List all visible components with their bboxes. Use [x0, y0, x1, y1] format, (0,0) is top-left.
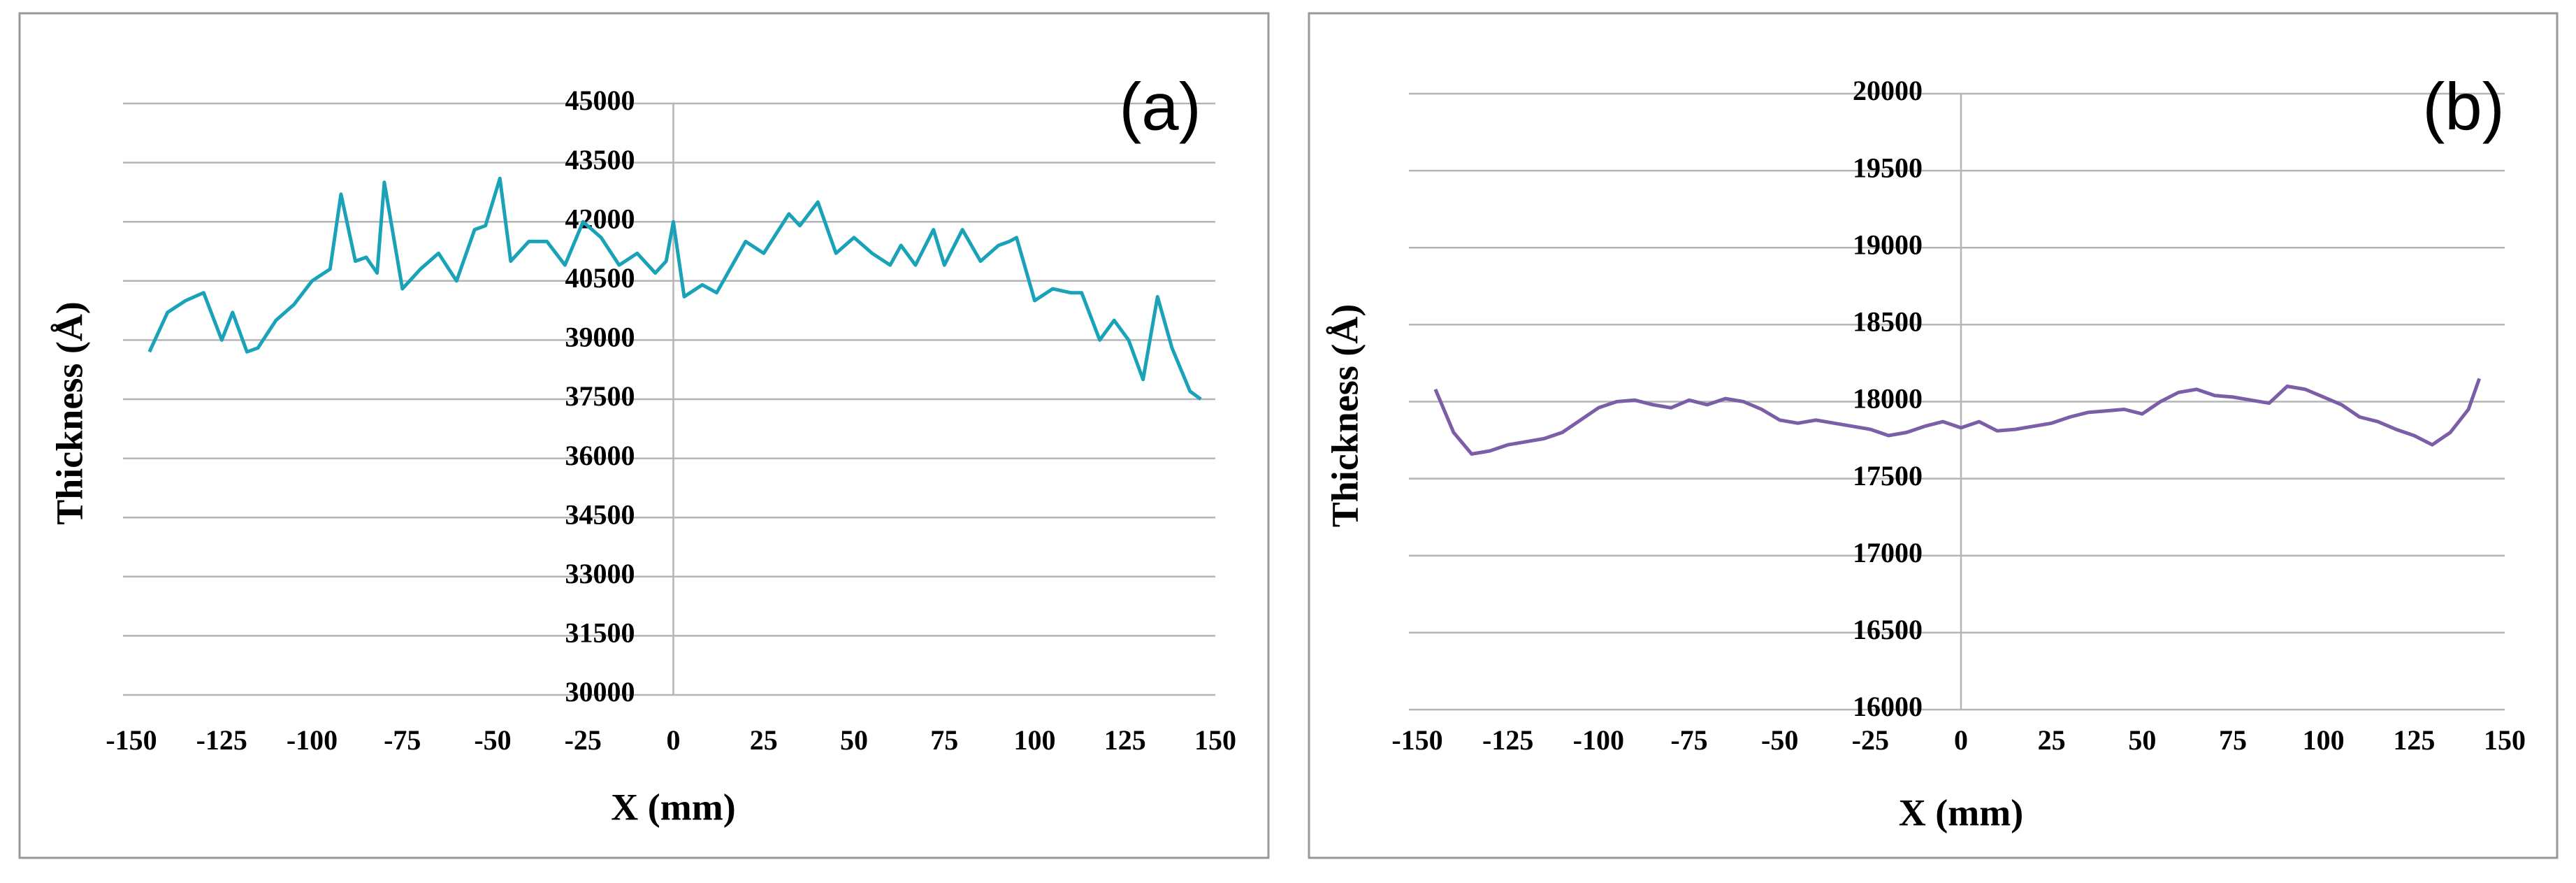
y-tick-label: 43500 — [565, 144, 635, 175]
x-tick-label: 0 — [1954, 724, 1968, 756]
y-axis-label: Thickness (Å) — [48, 301, 90, 525]
y-tick-label: 18500 — [1853, 306, 1923, 338]
x-tick-label: -150 — [106, 724, 157, 756]
y-tick-label: 18000 — [1853, 383, 1923, 415]
y-tick-label: 16500 — [1853, 614, 1923, 645]
x-tick-label: 50 — [840, 724, 868, 756]
x-tick-label: -75 — [1670, 724, 1707, 756]
y-tick-label: 17500 — [1853, 460, 1923, 491]
panel-annotation: (b) — [2422, 69, 2504, 144]
x-tick-label: -50 — [1761, 724, 1798, 756]
panel-annotation: (a) — [1119, 69, 1201, 144]
y-tick-label: 19000 — [1853, 229, 1923, 260]
x-tick-label: 75 — [930, 724, 958, 756]
y-tick-label: 16000 — [1853, 691, 1923, 722]
x-tick-label: -100 — [287, 724, 338, 756]
y-tick-label: 30000 — [565, 676, 635, 708]
x-tick-label: 125 — [1104, 724, 1146, 756]
y-tick-label: 31500 — [565, 617, 635, 649]
x-tick-label: -150 — [1391, 724, 1442, 756]
y-tick-label: 42000 — [565, 203, 635, 234]
panel-frame — [1308, 12, 2559, 859]
x-axis-label: X (mm) — [611, 786, 735, 828]
x-tick-label: -50 — [474, 724, 511, 756]
x-tick-label: -25 — [565, 724, 602, 756]
x-tick-label: 25 — [2038, 724, 2066, 756]
x-tick-label: 50 — [2128, 724, 2156, 756]
y-tick-label: 33000 — [565, 558, 635, 589]
y-axis-label: Thickness (Å) — [1324, 304, 1366, 528]
x-tick-label: -100 — [1573, 724, 1624, 756]
x-tick-label: -75 — [384, 724, 421, 756]
panel-frame — [18, 12, 1270, 859]
x-tick-label: 0 — [667, 724, 681, 756]
x-tick-label: 150 — [1194, 724, 1236, 756]
y-tick-label: 34500 — [565, 498, 635, 530]
x-tick-label: -125 — [1482, 724, 1533, 756]
data-line — [1433, 378, 2482, 456]
x-tick-label: -25 — [1852, 724, 1889, 756]
x-axis-label: X (mm) — [1899, 791, 2023, 833]
x-tick-label: 25 — [750, 724, 778, 756]
x-tick-label: 125 — [2393, 724, 2435, 756]
x-tick-label: -125 — [196, 724, 247, 756]
y-tick-label: 37500 — [565, 380, 635, 412]
x-tick-label: 100 — [1014, 724, 1056, 756]
x-tick-label: 75 — [2219, 724, 2247, 756]
y-tick-label: 17000 — [1853, 537, 1923, 568]
y-tick-label: 20000 — [1853, 75, 1923, 106]
y-tick-label: 45000 — [565, 85, 635, 116]
data-line — [147, 176, 1202, 401]
y-tick-label: 39000 — [565, 322, 635, 353]
x-tick-label: 100 — [2303, 724, 2345, 756]
x-tick-label: 150 — [2484, 724, 2526, 756]
y-tick-label: 40500 — [565, 262, 635, 294]
y-tick-label: 19500 — [1853, 152, 1923, 183]
y-tick-label: 36000 — [565, 440, 635, 471]
